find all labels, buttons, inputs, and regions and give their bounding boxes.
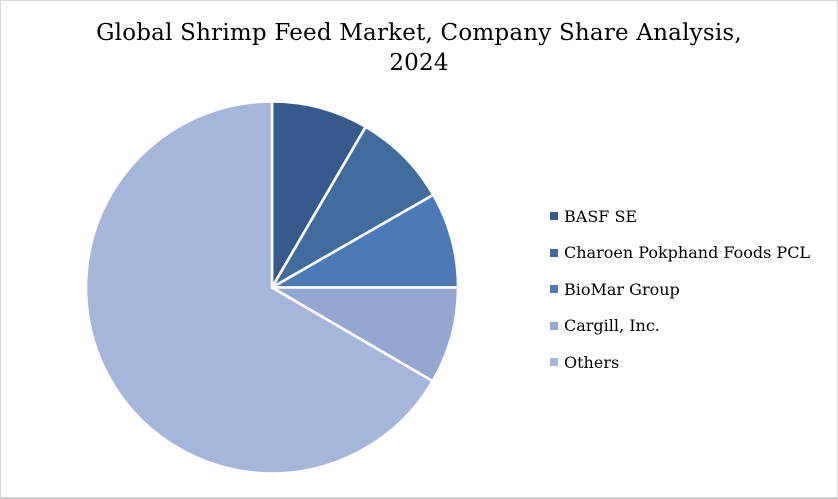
- legend-label: Others: [564, 352, 620, 372]
- pie-slice-biomar-group: [267, 193, 460, 289]
- legend-item-charoen-pokphand-foods-pcl: Charoen Pokphand Foods PCL: [550, 235, 810, 272]
- legend-label: BASF SE: [564, 206, 638, 226]
- chart-title: Global Shrimp Feed Market, Company Share…: [1, 18, 837, 78]
- pie-slice-basf-se: [270, 100, 368, 293]
- legend-label: Cargill, Inc.: [564, 316, 660, 336]
- chart-legend: BASF SE Charoen Pokphand Foods PCL BioMar …: [550, 198, 810, 381]
- legend-item-others: Others: [550, 344, 810, 381]
- legend-swatch-icon: [550, 212, 558, 221]
- legend-item-biomar-group: BioMar Group: [550, 271, 810, 308]
- legend-swatch-icon: [550, 358, 558, 367]
- legend-swatch-icon: [550, 285, 558, 294]
- legend-label: BioMar Group: [564, 279, 680, 299]
- chart-title-line-2: 2024: [389, 50, 449, 76]
- pie-slice-others: [84, 100, 435, 475]
- legend-item-basf-se: BASF SE: [550, 198, 810, 235]
- legend-swatch-icon: [550, 321, 558, 330]
- legend-label: Charoen Pokphand Foods PCL: [564, 243, 811, 263]
- pie-slice-cargill-inc: [267, 286, 460, 383]
- legend-swatch-icon: [550, 248, 558, 257]
- chart-title-line-1: Global Shrimp Feed Market, Company Share…: [96, 20, 742, 46]
- legend-item-cargill-inc: Cargill, Inc.: [550, 308, 810, 345]
- pie-slice-charoen-pokphand-foods-pcl: [268, 125, 436, 292]
